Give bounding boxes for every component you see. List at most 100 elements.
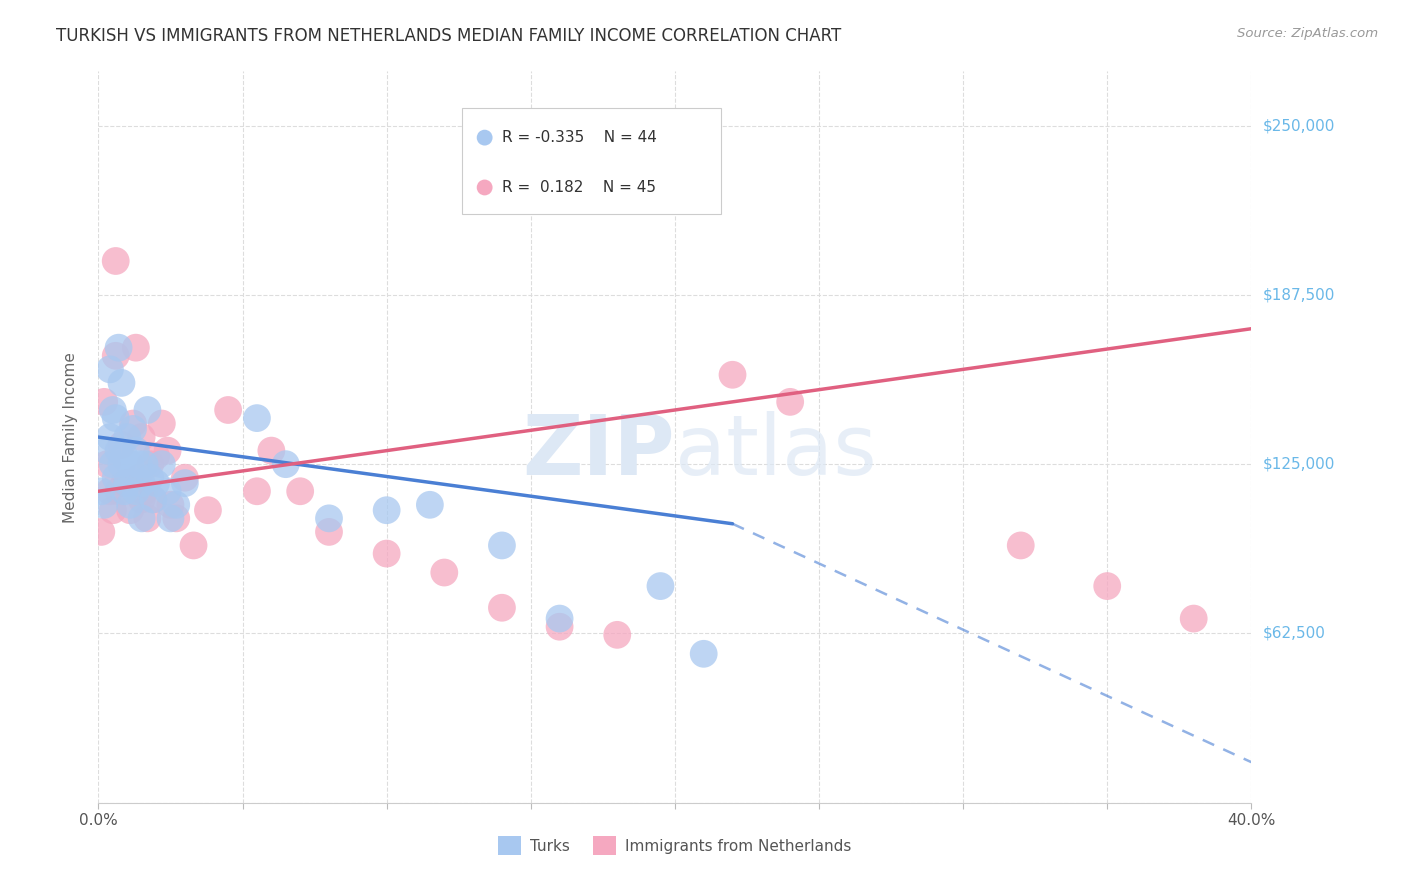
Point: [131, 476, 153, 491]
Point: [318, 524, 340, 539]
Point: [142, 492, 165, 507]
Point: [122, 417, 145, 431]
Point: [150, 417, 173, 431]
Point: [664, 132, 686, 146]
Point: [110, 457, 132, 471]
Point: [122, 422, 145, 436]
Point: [1182, 611, 1205, 625]
Point: [104, 254, 127, 268]
Point: [433, 566, 456, 580]
Point: [375, 547, 398, 561]
Point: [139, 457, 162, 471]
Point: [125, 443, 148, 458]
Point: [274, 457, 297, 471]
Point: [246, 411, 269, 425]
Point: [128, 471, 150, 485]
Point: [120, 498, 142, 512]
Point: [159, 511, 181, 525]
Point: [112, 449, 135, 463]
Point: [165, 511, 187, 525]
Text: R =  0.182    N = 45: R = 0.182 N = 45: [502, 180, 657, 195]
Point: [491, 600, 513, 615]
Point: [136, 403, 159, 417]
Text: $62,500: $62,500: [1263, 626, 1326, 641]
Point: [90, 524, 112, 539]
Point: [131, 511, 153, 525]
Point: [134, 457, 156, 471]
Text: $187,500: $187,500: [1263, 287, 1334, 302]
Point: [606, 628, 628, 642]
Point: [165, 498, 187, 512]
Point: [491, 538, 513, 552]
Point: [131, 492, 153, 507]
FancyBboxPatch shape: [461, 108, 721, 214]
Point: [104, 471, 127, 485]
Point: [107, 443, 129, 458]
Point: [1097, 579, 1119, 593]
Point: [120, 457, 142, 471]
Text: ZIP: ZIP: [523, 411, 675, 492]
Point: [125, 341, 148, 355]
Point: [419, 498, 441, 512]
Point: [98, 484, 121, 499]
Point: [1010, 538, 1032, 552]
Point: [96, 443, 118, 458]
Point: [96, 457, 118, 471]
Point: [112, 484, 135, 499]
Point: [112, 476, 135, 491]
Point: [260, 443, 283, 458]
Point: [156, 443, 179, 458]
Point: [117, 476, 139, 491]
Point: [104, 411, 127, 425]
Text: atlas: atlas: [675, 411, 876, 492]
Point: [174, 476, 197, 491]
Point: [90, 484, 112, 499]
Point: [104, 349, 127, 363]
Text: TURKISH VS IMMIGRANTS FROM NETHERLANDS MEDIAN FAMILY INCOME CORRELATION CHART: TURKISH VS IMMIGRANTS FROM NETHERLANDS M…: [56, 27, 841, 45]
Point: [156, 484, 179, 499]
Point: [375, 503, 398, 517]
Point: [120, 503, 142, 517]
Point: [548, 620, 571, 634]
Point: [134, 484, 156, 499]
Point: [150, 457, 173, 471]
Point: [128, 457, 150, 471]
Point: [548, 611, 571, 625]
Point: [174, 471, 197, 485]
Point: [159, 498, 181, 512]
Point: [131, 430, 153, 444]
Point: [98, 362, 121, 376]
Point: [650, 579, 672, 593]
Point: [101, 503, 124, 517]
Point: [98, 430, 121, 444]
Point: [721, 368, 744, 382]
Text: $125,000: $125,000: [1263, 457, 1334, 472]
Point: [110, 376, 132, 390]
Text: $250,000: $250,000: [1263, 118, 1334, 133]
Point: [779, 395, 801, 409]
Point: [318, 511, 340, 525]
Y-axis label: Median Family Income: Median Family Income: [63, 351, 77, 523]
Point: [145, 476, 167, 491]
Legend: Turks, Immigrants from Netherlands: Turks, Immigrants from Netherlands: [492, 830, 858, 861]
Point: [110, 438, 132, 452]
Point: [117, 430, 139, 444]
Point: [290, 484, 312, 499]
Point: [217, 403, 239, 417]
Text: Source: ZipAtlas.com: Source: ZipAtlas.com: [1237, 27, 1378, 40]
Point: [117, 476, 139, 491]
Text: R = -0.335    N = 44: R = -0.335 N = 44: [502, 130, 657, 145]
Point: [197, 503, 219, 517]
Point: [93, 395, 115, 409]
Point: [139, 471, 162, 485]
Point: [107, 484, 129, 499]
Point: [125, 484, 148, 499]
Point: [107, 341, 129, 355]
Point: [101, 457, 124, 471]
Point: [1053, 796, 1076, 810]
Point: [142, 492, 165, 507]
Point: [145, 449, 167, 463]
Point: [183, 538, 205, 552]
Point: [1053, 796, 1076, 810]
Point: [101, 403, 124, 417]
